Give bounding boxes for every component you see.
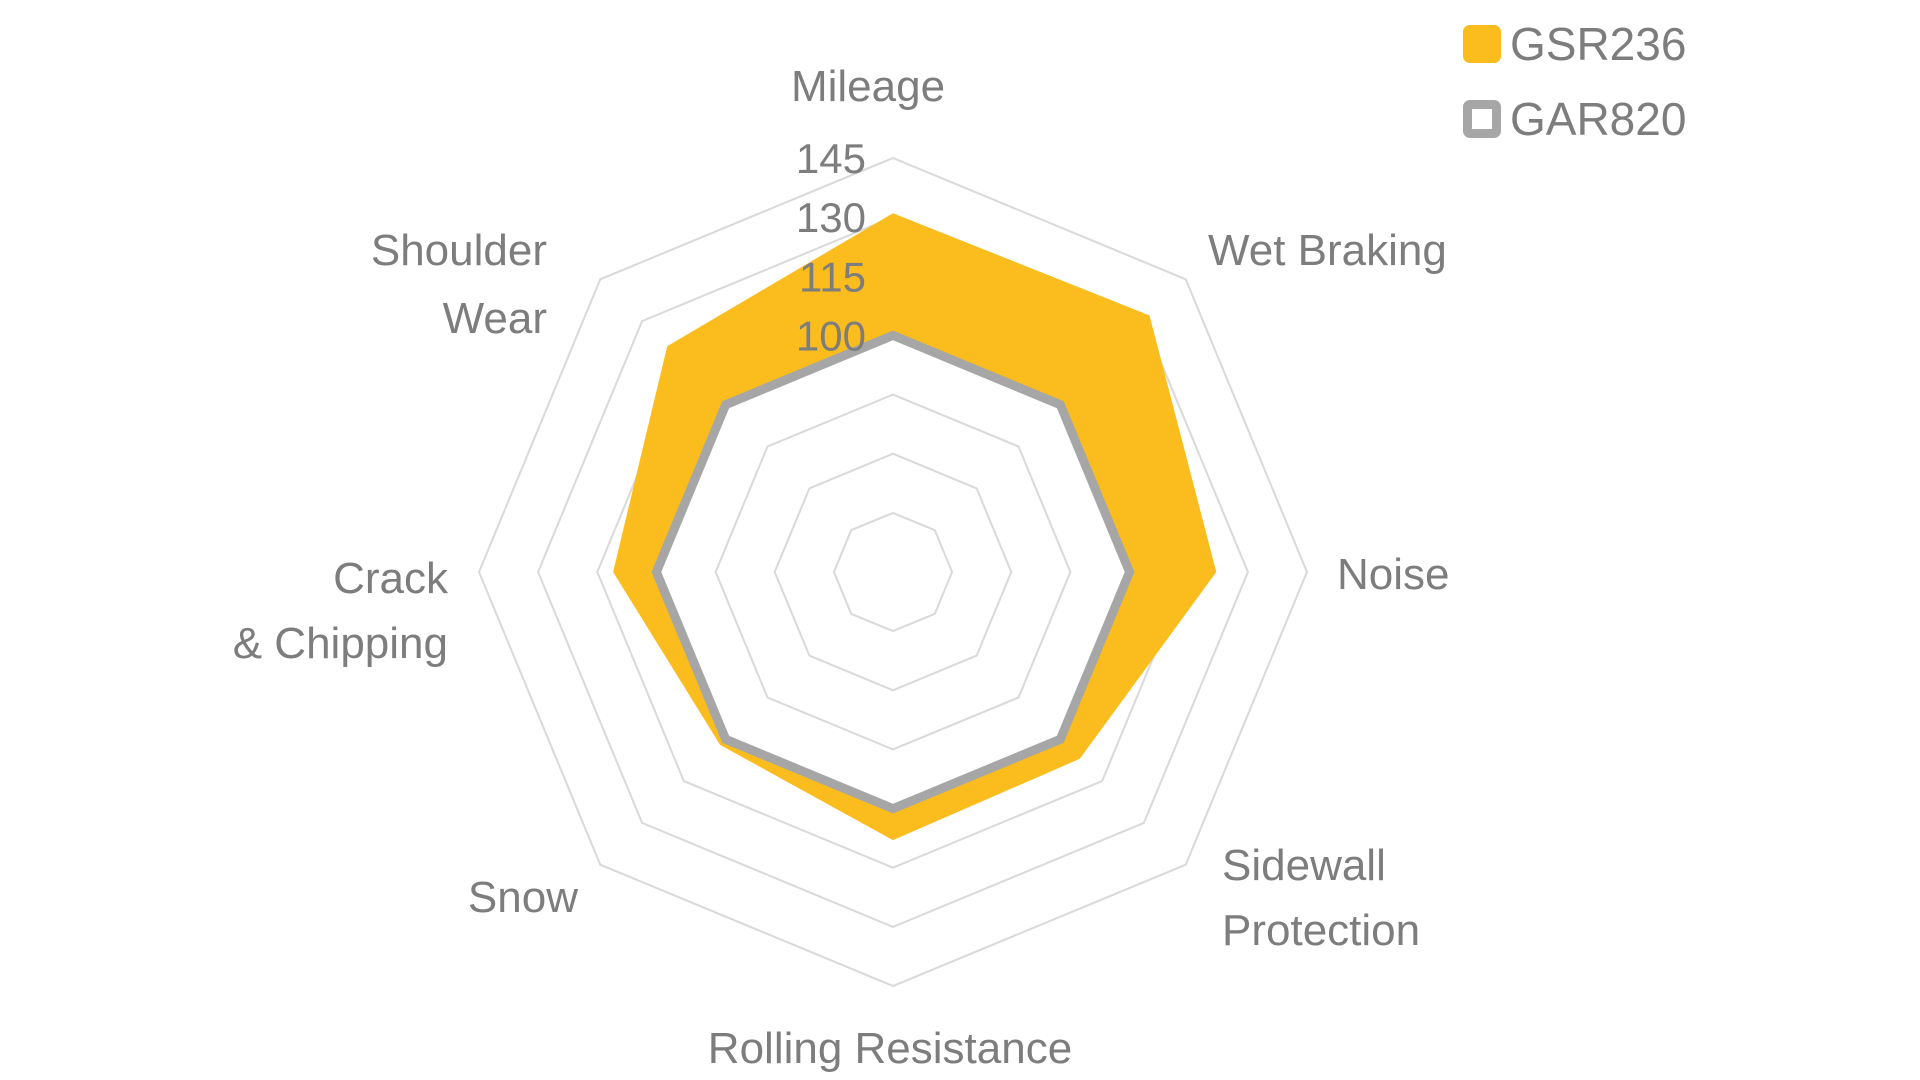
category-label-wet-braking: Wet Braking — [1208, 226, 1447, 275]
category-label-shoulder-wear-line2: Wear — [443, 294, 547, 343]
category-label-shoulder-wear-line1: Shoulder — [371, 226, 547, 275]
grid-ring-145 — [477, 156, 1309, 988]
series-line-gar820 — [651, 330, 1135, 814]
grid-ring-85 — [714, 393, 1072, 751]
legend-item-gsr236: GSR236 — [1463, 18, 1687, 70]
radial-tick-label-100: 100 — [796, 312, 866, 359]
legend-label-gar820: GAR820 — [1510, 93, 1687, 145]
category-label-crack-chipping-line1: Crack — [333, 554, 449, 603]
grid-ring-130 — [537, 216, 1249, 928]
category-label-mileage: Mileage — [791, 62, 945, 111]
category-label-snow: Snow — [468, 873, 578, 922]
radial-tick-label-130: 130 — [796, 194, 866, 241]
legend-swatch-gar820-icon — [1463, 100, 1501, 138]
chart-legend: GSR236 GAR820 — [1463, 18, 1687, 145]
grid-ring-70 — [773, 452, 1013, 692]
grid-ring-55 — [832, 511, 954, 633]
category-label-rolling-resistance: Rolling Resistance — [708, 1024, 1072, 1073]
radial-tick-label-145: 145 — [796, 135, 866, 182]
category-label-noise: Noise — [1337, 550, 1450, 599]
legend-item-gar820: GAR820 — [1463, 93, 1687, 145]
category-label-crack-chipping-line2: & Chipping — [233, 619, 448, 668]
series-area-gsr236 — [613, 213, 1217, 841]
category-label-sidewall-protection-line2: Protection — [1222, 906, 1420, 955]
legend-swatch-gsr236-icon — [1463, 25, 1501, 63]
legend-label-gsr236: GSR236 — [1510, 18, 1687, 70]
category-label-sidewall-protection-line1: Sidewall — [1222, 841, 1386, 890]
radial-tick-label-115: 115 — [799, 253, 866, 300]
